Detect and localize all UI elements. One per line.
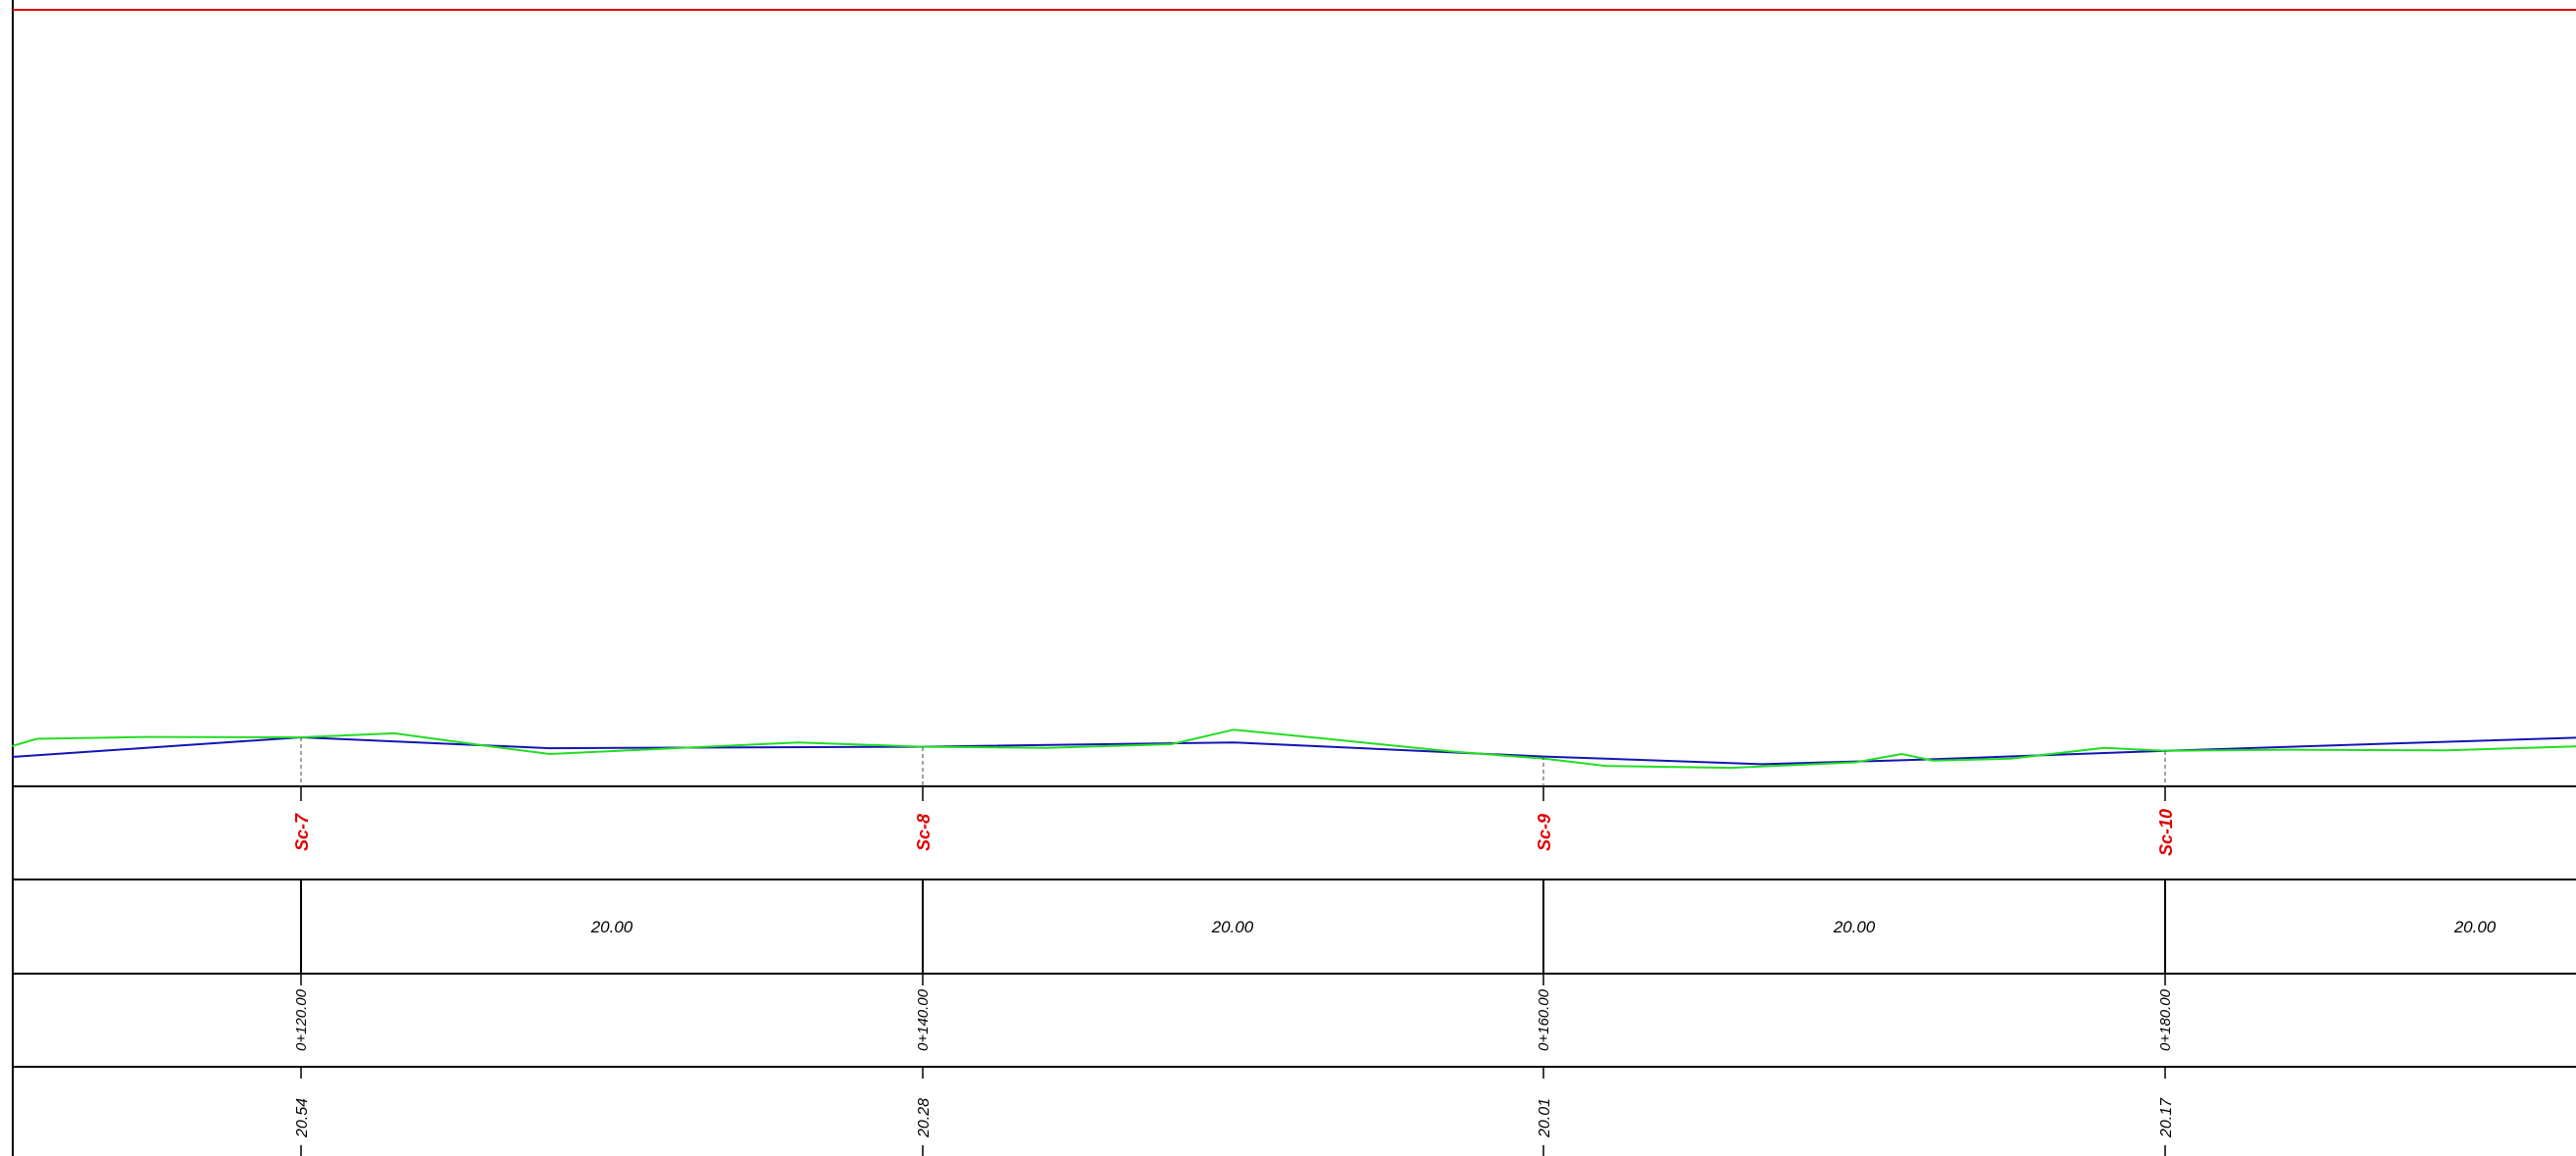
section-label-7: Sc-7	[292, 813, 312, 851]
station-label: 0+180.00	[2157, 988, 2174, 1051]
station-label: 0+160.00	[1536, 988, 1552, 1051]
elevation-label: 20.54	[294, 1098, 311, 1138]
elevation-label: 20.28	[916, 1098, 933, 1138]
section-label-9: Sc-9	[1535, 814, 1554, 851]
section-label-8: Sc-8	[914, 814, 934, 851]
distance-label: 20.00	[1211, 918, 1254, 936]
distance-label: 20.00	[1833, 918, 1876, 936]
elevation-label: 20.01	[1537, 1098, 1553, 1138]
section-label-10: Sc-10	[2156, 809, 2176, 856]
distance-label: 20.00	[590, 918, 633, 936]
station-label: 0+120.00	[293, 988, 310, 1051]
section-ticks	[300, 737, 2166, 1156]
existing-ground-line	[11, 729, 2576, 770]
distance-label: 20.00	[2453, 918, 2497, 936]
elevation-label: 20.17	[2158, 1097, 2175, 1138]
station-label: 0+140.00	[915, 988, 932, 1051]
